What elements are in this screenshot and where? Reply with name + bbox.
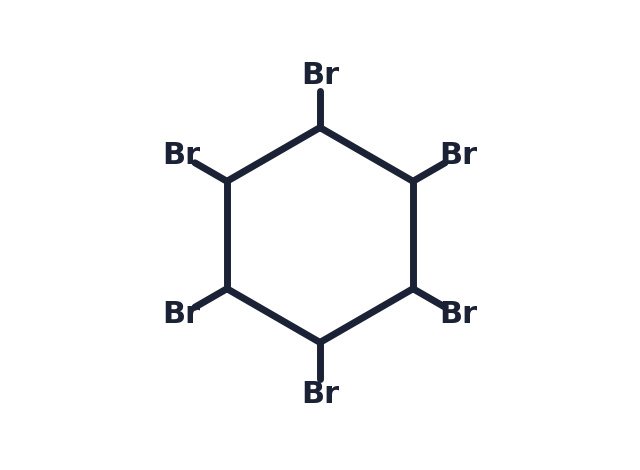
Text: Br: Br: [439, 300, 477, 329]
Text: Br: Br: [163, 141, 201, 170]
Text: Br: Br: [439, 141, 477, 170]
Text: Br: Br: [163, 300, 201, 329]
Text: Br: Br: [301, 61, 339, 90]
Text: Br: Br: [301, 380, 339, 409]
